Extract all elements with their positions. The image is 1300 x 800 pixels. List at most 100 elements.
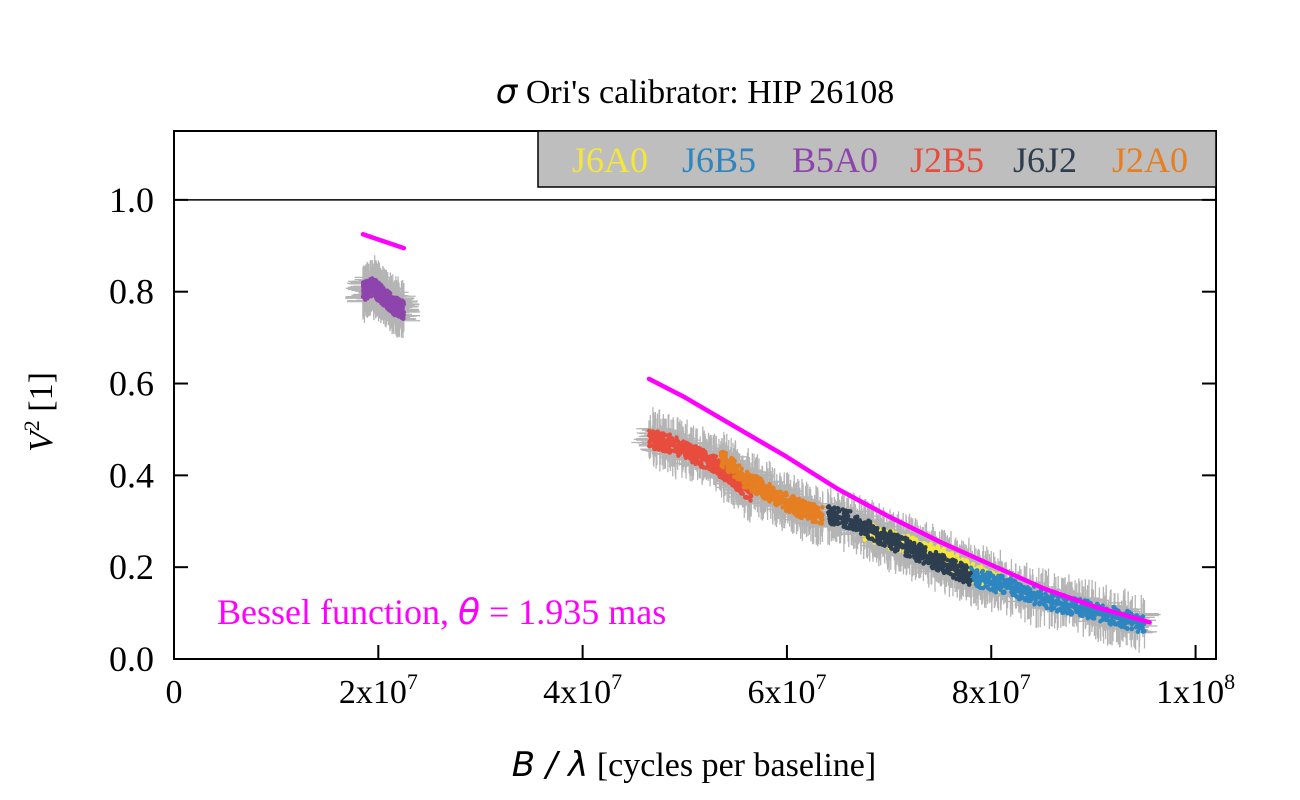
data-point-j2a0	[784, 506, 790, 512]
data-point-j6j2	[958, 560, 964, 566]
data-point-j6b5	[1140, 625, 1145, 631]
data-point-j2b5	[662, 432, 668, 438]
data-point-j2b5	[654, 430, 659, 435]
data-point-j2a0	[745, 470, 750, 476]
data-point-j2a0	[719, 463, 724, 468]
y-tick-label: 0.4	[109, 455, 154, 495]
data-point-j6b5	[1067, 608, 1072, 613]
data-point-j2a0	[730, 456, 735, 462]
model-curve-segment	[646, 376, 1152, 625]
data-point-j6a0	[945, 551, 950, 556]
data-point-j6j2	[921, 561, 926, 566]
data-point-j6b5	[1054, 609, 1060, 614]
data-point-j2b5	[678, 441, 684, 446]
legend-box	[537, 130, 1217, 188]
data-point-j6b5	[974, 568, 979, 573]
y-tick-label: 1.0	[109, 180, 154, 220]
data-point-j6j2	[874, 537, 880, 543]
data-point-j6j2	[929, 564, 934, 569]
data-point-j6j2	[967, 577, 973, 583]
data-point-j6b5	[1112, 605, 1117, 610]
legend-entry-j6a0: J6A0	[572, 140, 648, 180]
data-point-j2b5	[647, 428, 652, 434]
y-tick-label: 0.0	[109, 639, 154, 679]
data-point-b5a0	[377, 285, 383, 290]
data-point-j6a0	[941, 546, 947, 552]
data-point-j2a0	[790, 494, 795, 499]
data-point-j6b5	[1140, 629, 1146, 634]
series-line-j6j2	[827, 511, 972, 579]
title-symbol: σ	[496, 72, 519, 112]
data-point-j6b5	[1080, 613, 1085, 619]
data-point-j6j2	[938, 566, 943, 571]
data-point-j6j2	[963, 576, 968, 582]
data-point-j2b5	[713, 454, 718, 459]
data-point-j6j2	[909, 542, 914, 547]
data-point-j2a0	[754, 492, 760, 497]
data-point-j2a0	[807, 514, 813, 519]
data-point-j6j2	[859, 528, 864, 534]
data-point-j6j2	[964, 565, 970, 570]
data-point-j2b5	[698, 464, 704, 469]
data-point-j6a0	[955, 553, 960, 558]
data-point-j6a0	[935, 544, 940, 549]
data-point-j2a0	[808, 503, 813, 508]
data-point-j6j2	[939, 552, 945, 558]
data-point-j6j2	[830, 507, 835, 512]
data-point-j2b5	[690, 458, 696, 464]
data-point-j2b5	[676, 453, 681, 458]
data-point-j6a0	[913, 537, 919, 542]
data-point-j2b5	[673, 448, 678, 454]
x-axis-label: B / λ [cycles per baseline]	[512, 745, 876, 785]
data-point-j2b5	[659, 443, 665, 449]
data-point-j6j2	[907, 554, 913, 559]
y-axis-label-sup: 2	[19, 420, 44, 431]
data-point-j2a0	[799, 515, 804, 521]
data-point-j6b5	[1041, 601, 1046, 607]
data-point-j2a0	[771, 486, 776, 491]
data-point-j2a0	[749, 489, 755, 494]
data-point-j6b5	[1043, 591, 1048, 596]
data-point-j6b5	[1037, 600, 1042, 605]
data-point-j2a0	[812, 502, 817, 507]
legend-entry-j2b5: J2B5	[910, 140, 984, 180]
data-point-j6b5	[1024, 595, 1030, 600]
data-point-b5a0	[394, 295, 400, 301]
title-text: Ori's calibrator: HIP 26108	[517, 74, 894, 111]
data-point-j6b5	[1100, 617, 1105, 622]
data-point-j6b5	[1125, 626, 1130, 631]
data-point-j6j2	[954, 576, 959, 582]
data-point-j6j2	[922, 548, 928, 553]
data-point-j6b5	[1018, 583, 1024, 588]
data-point-b5a0	[400, 302, 406, 308]
y-tick-label: 0.6	[109, 364, 154, 404]
data-point-j6b5	[998, 587, 1003, 592]
data-point-j6b5	[1087, 614, 1093, 619]
data-point-j6j2	[912, 555, 917, 560]
data-point-j6a0	[970, 561, 976, 567]
data-point-j2a0	[726, 469, 731, 475]
data-point-j2a0	[784, 492, 789, 498]
chart-title: σ Ori's calibrator: HIP 26108	[496, 72, 894, 112]
data-point-j6j2	[835, 521, 840, 527]
data-point-j6j2	[887, 543, 892, 549]
data-point-b5a0	[400, 316, 406, 321]
x-tick-label: 2x107	[339, 669, 418, 711]
data-point-j6b5	[997, 575, 1003, 581]
data-point-j6j2	[936, 553, 941, 559]
data-point-j6j2	[827, 518, 833, 524]
data-point-j6b5	[1140, 614, 1146, 619]
data-point-j6j2	[917, 545, 923, 550]
data-point-j6a0	[978, 565, 983, 570]
data-point-j2b5	[650, 429, 656, 434]
data-point-j6b5	[1078, 609, 1083, 614]
data-point-j6j2	[853, 527, 859, 533]
data-point-j2a0	[722, 450, 727, 456]
data-point-j6j2	[878, 540, 884, 546]
data-point-j2b5	[698, 459, 704, 465]
data-point-j6j2	[957, 573, 962, 579]
data-point-j6b5	[1005, 578, 1010, 583]
model-label-text: Bessel function,	[217, 592, 458, 632]
x-axis-ticks: 0 2x107 4x107 6x107 8x107 1x108	[166, 645, 1235, 711]
data-point-j2b5	[656, 447, 661, 452]
